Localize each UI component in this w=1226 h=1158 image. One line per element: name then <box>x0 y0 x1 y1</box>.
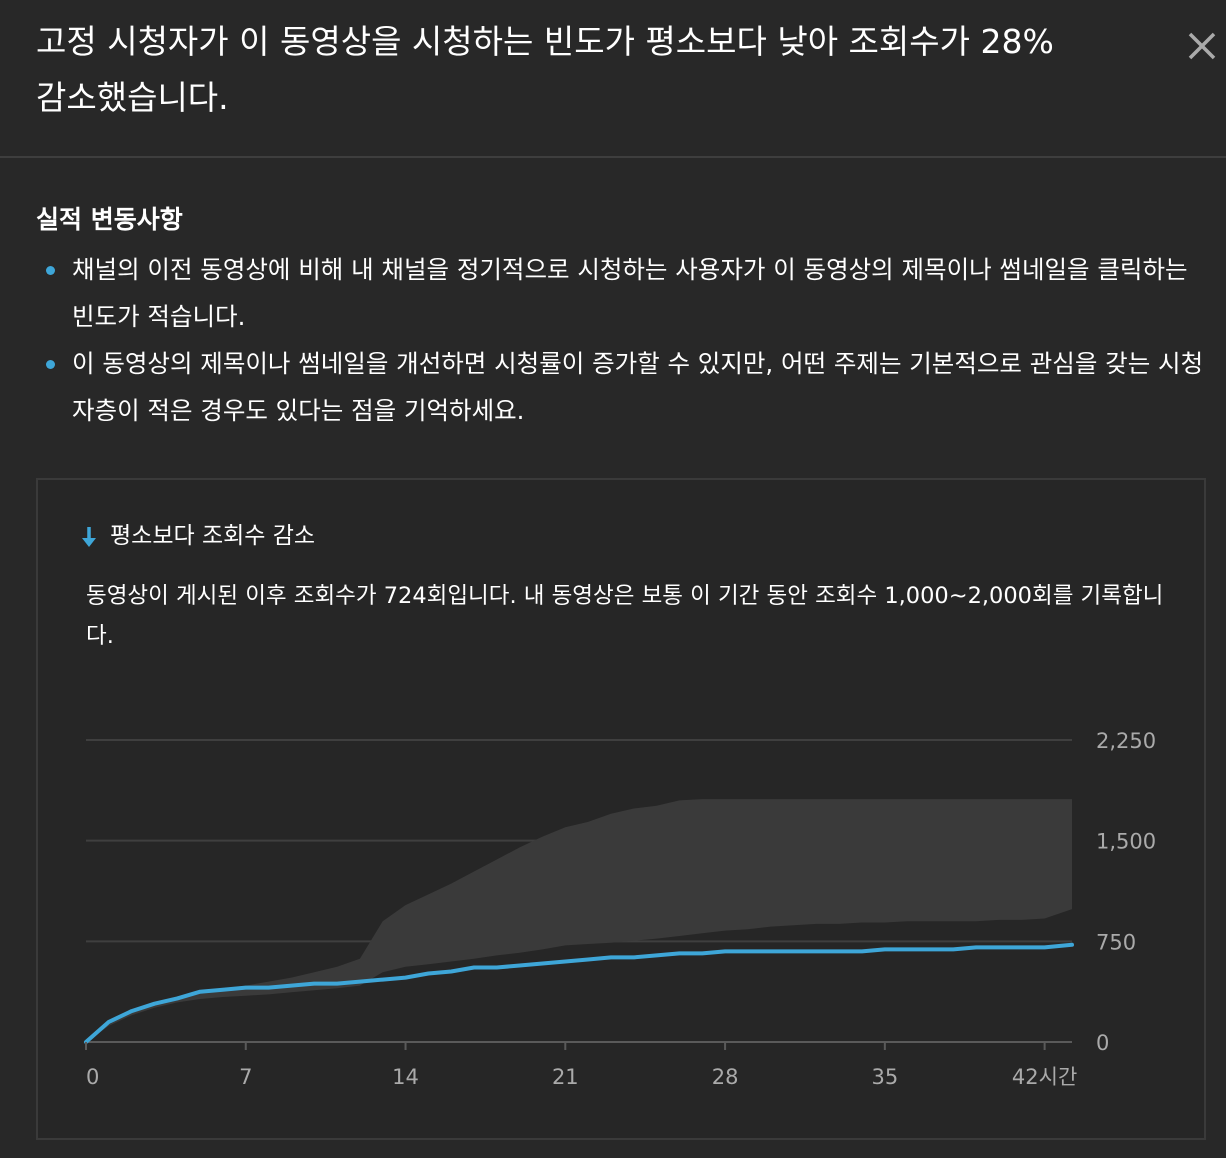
x-tick-label: 21 <box>552 1065 579 1089</box>
x-tick-label: 42시간 <box>1012 1065 1077 1089</box>
x-tick-label: 35 <box>871 1065 898 1089</box>
list-item: 이 동영상의 제목이나 썸네일을 개선하면 시청률이 증가할 수 있지만, 어떤… <box>36 340 1216 434</box>
bullet-icon <box>46 266 55 275</box>
close-button[interactable] <box>1180 24 1224 68</box>
y-tick-label: 0 <box>1096 1031 1109 1055</box>
x-tick-label: 7 <box>239 1065 252 1089</box>
section-heading: 실적 변동사항 <box>36 205 183 234</box>
arrow-down-icon <box>82 527 96 547</box>
list-item-text: 이 동영상의 제목이나 썸네일을 개선하면 시청률이 증가할 수 있지만, 어떤… <box>72 349 1204 425</box>
card-description: 동영상이 게시된 이후 조회수가 724회입니다. 내 동영상은 보통 이 기간… <box>86 583 1164 649</box>
y-tick-label: 750 <box>1096 930 1136 954</box>
typical-range-area <box>86 799 1072 1042</box>
x-tick-label: 14 <box>392 1065 419 1089</box>
card-title: 평소보다 조회수 감소 <box>110 523 316 549</box>
x-tick-label: 28 <box>712 1065 739 1089</box>
bullet-icon <box>46 360 55 369</box>
list-item-text: 채널의 이전 동영상에 비해 내 채널을 정기적으로 시청하는 사용자가 이 동… <box>72 255 1188 331</box>
list-item: 채널의 이전 동영상에 비해 내 채널을 정기적으로 시청하는 사용자가 이 동… <box>36 246 1216 340</box>
dialog-title: 고정 시청자가 이 동영상을 시청하는 빈도가 평소보다 낮아 조회수가 28%… <box>36 22 1054 117</box>
this-video-line <box>84 942 1074 1044</box>
insight-list: 채널의 이전 동영상에 비해 내 채널을 정기적으로 시청하는 사용자가 이 동… <box>36 246 1216 434</box>
y-tick-label: 2,250 <box>1096 729 1156 753</box>
x-tick-label: 0 <box>86 1065 99 1089</box>
dialog-header: 고정 시청자가 이 동영상을 시청하는 빈도가 평소보다 낮아 조회수가 28%… <box>0 0 1226 158</box>
y-tick-label: 1,500 <box>1096 830 1156 854</box>
close-icon <box>1188 32 1216 60</box>
